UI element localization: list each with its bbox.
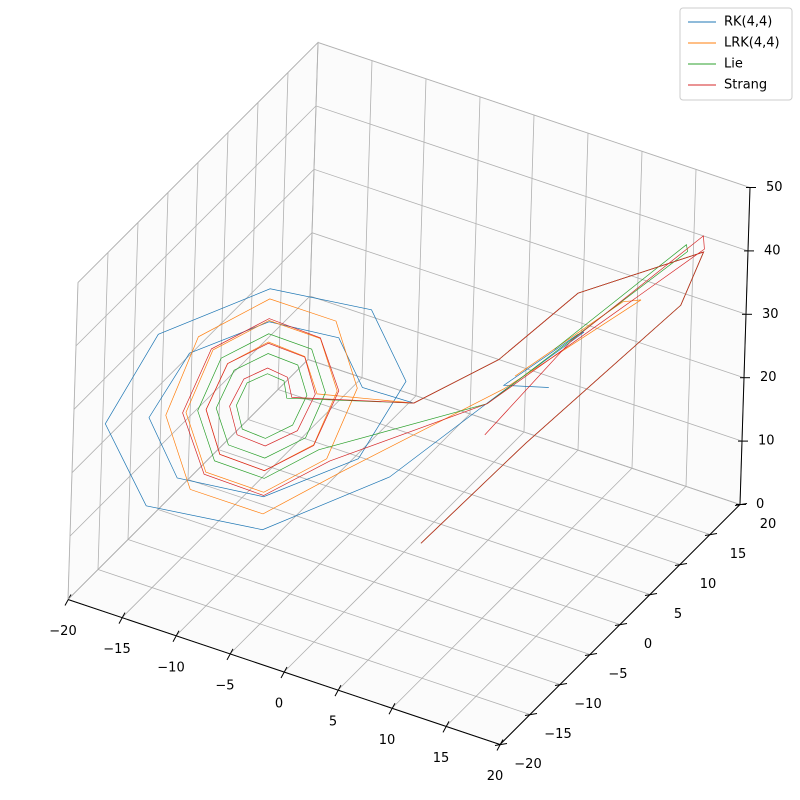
legend-label: RK(4,4) xyxy=(724,15,772,30)
grid-line xyxy=(69,295,743,537)
y-tick-mark xyxy=(524,713,538,716)
x-axis-line xyxy=(67,599,501,745)
y-tick-mark xyxy=(644,593,658,596)
z-axis-line xyxy=(739,187,751,505)
y-tick-mark xyxy=(674,563,688,566)
x-tick-label: 10 xyxy=(379,733,396,748)
legend-label: Strang xyxy=(724,78,767,93)
y-tick-label: 10 xyxy=(700,577,717,592)
y-tick-label: −20 xyxy=(514,757,541,772)
x-tick-label: 20 xyxy=(487,769,504,784)
y-tick-mark xyxy=(494,743,508,746)
y-tick-mark xyxy=(614,623,628,626)
grid-line xyxy=(77,42,751,283)
grid-line xyxy=(75,105,749,347)
x-tick-label: −15 xyxy=(103,642,130,657)
z-tick-label: 20 xyxy=(760,370,777,385)
x-tick-label: 5 xyxy=(329,715,337,730)
y-tick-mark xyxy=(584,653,598,656)
grid-line xyxy=(67,359,741,600)
legend-label: Lie xyxy=(724,57,743,72)
z-tick-label: 50 xyxy=(766,180,783,195)
y-tick-label: 20 xyxy=(760,517,777,532)
legend-label: LRK(4,4) xyxy=(724,36,780,51)
y-tick-label: 5 xyxy=(674,607,682,622)
legend-box xyxy=(679,7,793,101)
z-tick-label: 0 xyxy=(756,497,764,512)
z-tick-label: 10 xyxy=(758,434,775,449)
y-tick-mark xyxy=(704,533,718,536)
x-tick-label: 0 xyxy=(275,697,283,712)
y-tick-label: 0 xyxy=(644,637,652,652)
y-axis-line xyxy=(499,504,741,745)
grid-line xyxy=(71,232,745,473)
x-tick-label: −20 xyxy=(49,624,76,639)
y-tick-label: −15 xyxy=(544,727,571,742)
x-tick-label: 15 xyxy=(433,751,450,766)
z-tick-label: 30 xyxy=(762,307,779,322)
y-tick-label: −10 xyxy=(574,697,601,712)
x-tick-label: −10 xyxy=(157,660,184,675)
y-tick-label: −5 xyxy=(608,667,627,682)
legend: RK(4,4) LRK(4,4) Lie Strang xyxy=(679,7,793,101)
grid-line xyxy=(73,168,747,410)
series-line xyxy=(182,235,705,544)
y-tick-label: 15 xyxy=(730,547,747,562)
x-tick-label: −5 xyxy=(215,678,234,693)
y-tick-mark xyxy=(554,683,568,686)
z-tick-label: 40 xyxy=(764,243,781,258)
